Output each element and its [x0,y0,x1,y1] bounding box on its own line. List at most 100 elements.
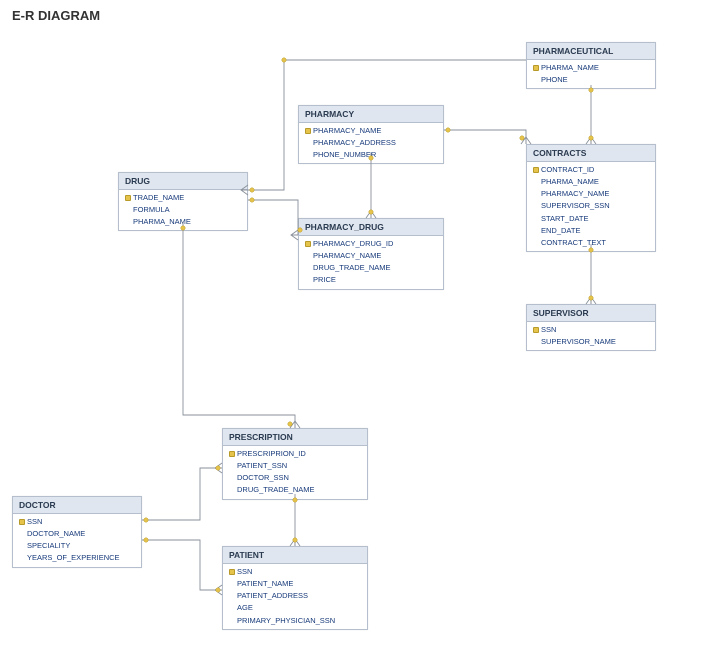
key-icon [19,519,25,525]
attr-row: SUPERVISOR_SSN [527,200,655,212]
entity-body-supervisor: SSNSUPERVISOR_NAME [527,322,655,350]
key-icon [227,451,237,457]
attr-row: YEARS_OF_EXPERIENCE [13,552,141,564]
attr-name: PRIMARY_PHYSICIAN_SSN [237,616,335,626]
entity-body-drug: TRADE_NAME FORMULAPHARMA_NAME [119,190,247,230]
key-icon [531,65,541,71]
entity-body-pharmaceutical: PHARMA_NAMEPHONE [527,60,655,88]
cardinality-marker [589,136,593,140]
key-icon [531,167,541,173]
attr-row: SSN [223,566,367,578]
attr-name: START_DATE [541,214,589,224]
entity-body-pharmacy_drug: PHARMACY_DRUG_ID PHARMACY_NAME DRUG_TRADE_… [299,236,443,289]
attr-row: PHARMA_NAME [527,176,655,188]
entity-body-prescription: PRESCRIPRION_IDPATIENT_SSNDOCTOR_SSN DRUG… [223,446,367,499]
attr-name: PHARMACY_NAME [313,251,381,261]
entity-header-pharmaceutical: PHARMACEUTICAL [527,43,655,60]
cardinality-marker [216,466,220,470]
cardinality-marker [216,588,220,592]
entity-header-prescription: PRESCRIPTION [223,429,367,446]
key-icon [303,128,313,134]
attr-row: CONTRACT_ID [527,164,655,176]
crow-foot [366,211,376,218]
key-icon [229,569,235,575]
attr-row: DOCTOR_NAME [13,528,141,540]
attr-name: AGE [237,603,253,613]
attr-row: PRESCRIPRION_ID [223,448,367,460]
attr-name: PHARMACY_DRUG_ID [313,239,393,249]
attr-row: PHONE_NUMBER [299,149,443,161]
attr-row: PHARMACY_NAME [299,250,443,262]
attr-row: PRICE [299,274,443,286]
key-icon [123,195,133,201]
attr-name: DRUG_TRADE_NAME [313,263,391,273]
key-icon [533,327,539,333]
entity-patient: PATIENTSSNPATIENT_NAMEPATIENT_ADDRESSAGE… [222,546,368,630]
attr-name: PRICE [313,275,336,285]
attr-name: PHONE [541,75,568,85]
key-icon [305,241,311,247]
attr-row: PATIENT_ADDRESS [223,590,367,602]
connector-drug-pharmacydrug [248,200,298,235]
attr-row: DRUG_TRADE_NAME [299,262,443,274]
attr-row: END_DATE [527,225,655,237]
attr-name: DRUG_TRADE_NAME [237,485,315,495]
attr-row: SSN [13,516,141,528]
attr-name: END_DATE [541,226,580,236]
entity-body-patient: SSN PATIENT_NAMEPATIENT_ADDRESSAGE PRIMARY… [223,564,367,629]
attr-row: SUPERVISOR_NAME [527,336,655,348]
connector-pharmacy-contract [444,130,526,144]
attr-name: PRESCRIPRION_ID [237,449,306,459]
key-icon [227,569,237,575]
attr-name: PHARMACY_ADDRESS [313,138,396,148]
crow-foot [586,137,596,144]
attr-row: SPECIALITY [13,540,141,552]
key-icon [303,241,313,247]
attr-row: PATIENT_SSN [223,460,367,472]
entity-body-contracts: CONTRACT_IDPHARMA_NAMEPHARMACY_NAMESUPER… [527,162,655,251]
attr-row: PHARMA_NAME [119,216,247,228]
entity-doctor: DOCTORSSNDOCTOR_NAMESPECIALITYYEARS_OF_E… [12,496,142,568]
attr-name: SPECIALITY [27,541,70,551]
attr-name: YEARS_OF_EXPERIENCE [27,553,120,563]
entity-header-drug: DRUG [119,173,247,190]
attr-row: PHARMACY_NAME [527,188,655,200]
cardinality-marker [250,198,254,202]
cardinality-marker [520,136,524,140]
crow-foot [290,421,300,428]
page-title: E-R DIAGRAM [12,8,100,23]
attr-row: CONTRACT_TEXT [527,237,655,249]
cardinality-marker [144,538,148,542]
attr-row: PHONE [527,74,655,86]
attr-row: PRIMARY_PHYSICIAN_SSN [223,615,367,627]
attr-row: START_DATE [527,213,655,225]
cardinality-marker [250,188,254,192]
attr-name: PATIENT_NAME [237,579,293,589]
cardinality-marker [293,538,297,542]
key-icon [533,65,539,71]
attr-name: SSN [237,567,252,577]
attr-row: PHARMACY_NAME [299,125,443,137]
attr-row: PHARMACY_DRUG_ID [299,238,443,250]
cardinality-marker [369,210,373,214]
cardinality-marker [144,518,148,522]
entity-contracts: CONTRACTSCONTRACT_IDPHARMA_NAMEPHARMACY_… [526,144,656,252]
entity-header-pharmacy: PHARMACY [299,106,443,123]
attr-row: DOCTOR_SSN [223,472,367,484]
connector-doctor-patient [142,540,222,590]
key-icon [531,327,541,333]
entity-header-pharmacy_drug: PHARMACY_DRUG [299,219,443,236]
attr-name: TRADE_NAME [133,193,184,203]
entity-pharmacy: PHARMACY PHARMACY_NAMEPHARMACY_ADDRESSPHO… [298,105,444,164]
attr-name: DOCTOR_SSN [237,473,289,483]
attr-name: SSN [27,517,42,527]
key-icon [533,167,539,173]
attr-name: FORMULA [133,205,170,215]
entity-header-supervisor: SUPERVISOR [527,305,655,322]
cardinality-marker [282,58,286,62]
crow-foot [290,539,300,546]
attr-row: PHARMA_NAME [527,62,655,74]
entity-header-contracts: CONTRACTS [527,145,655,162]
entity-prescription: PRESCRIPTIONPRESCRIPRION_IDPATIENT_SSNDO… [222,428,368,500]
crow-foot [215,463,222,473]
